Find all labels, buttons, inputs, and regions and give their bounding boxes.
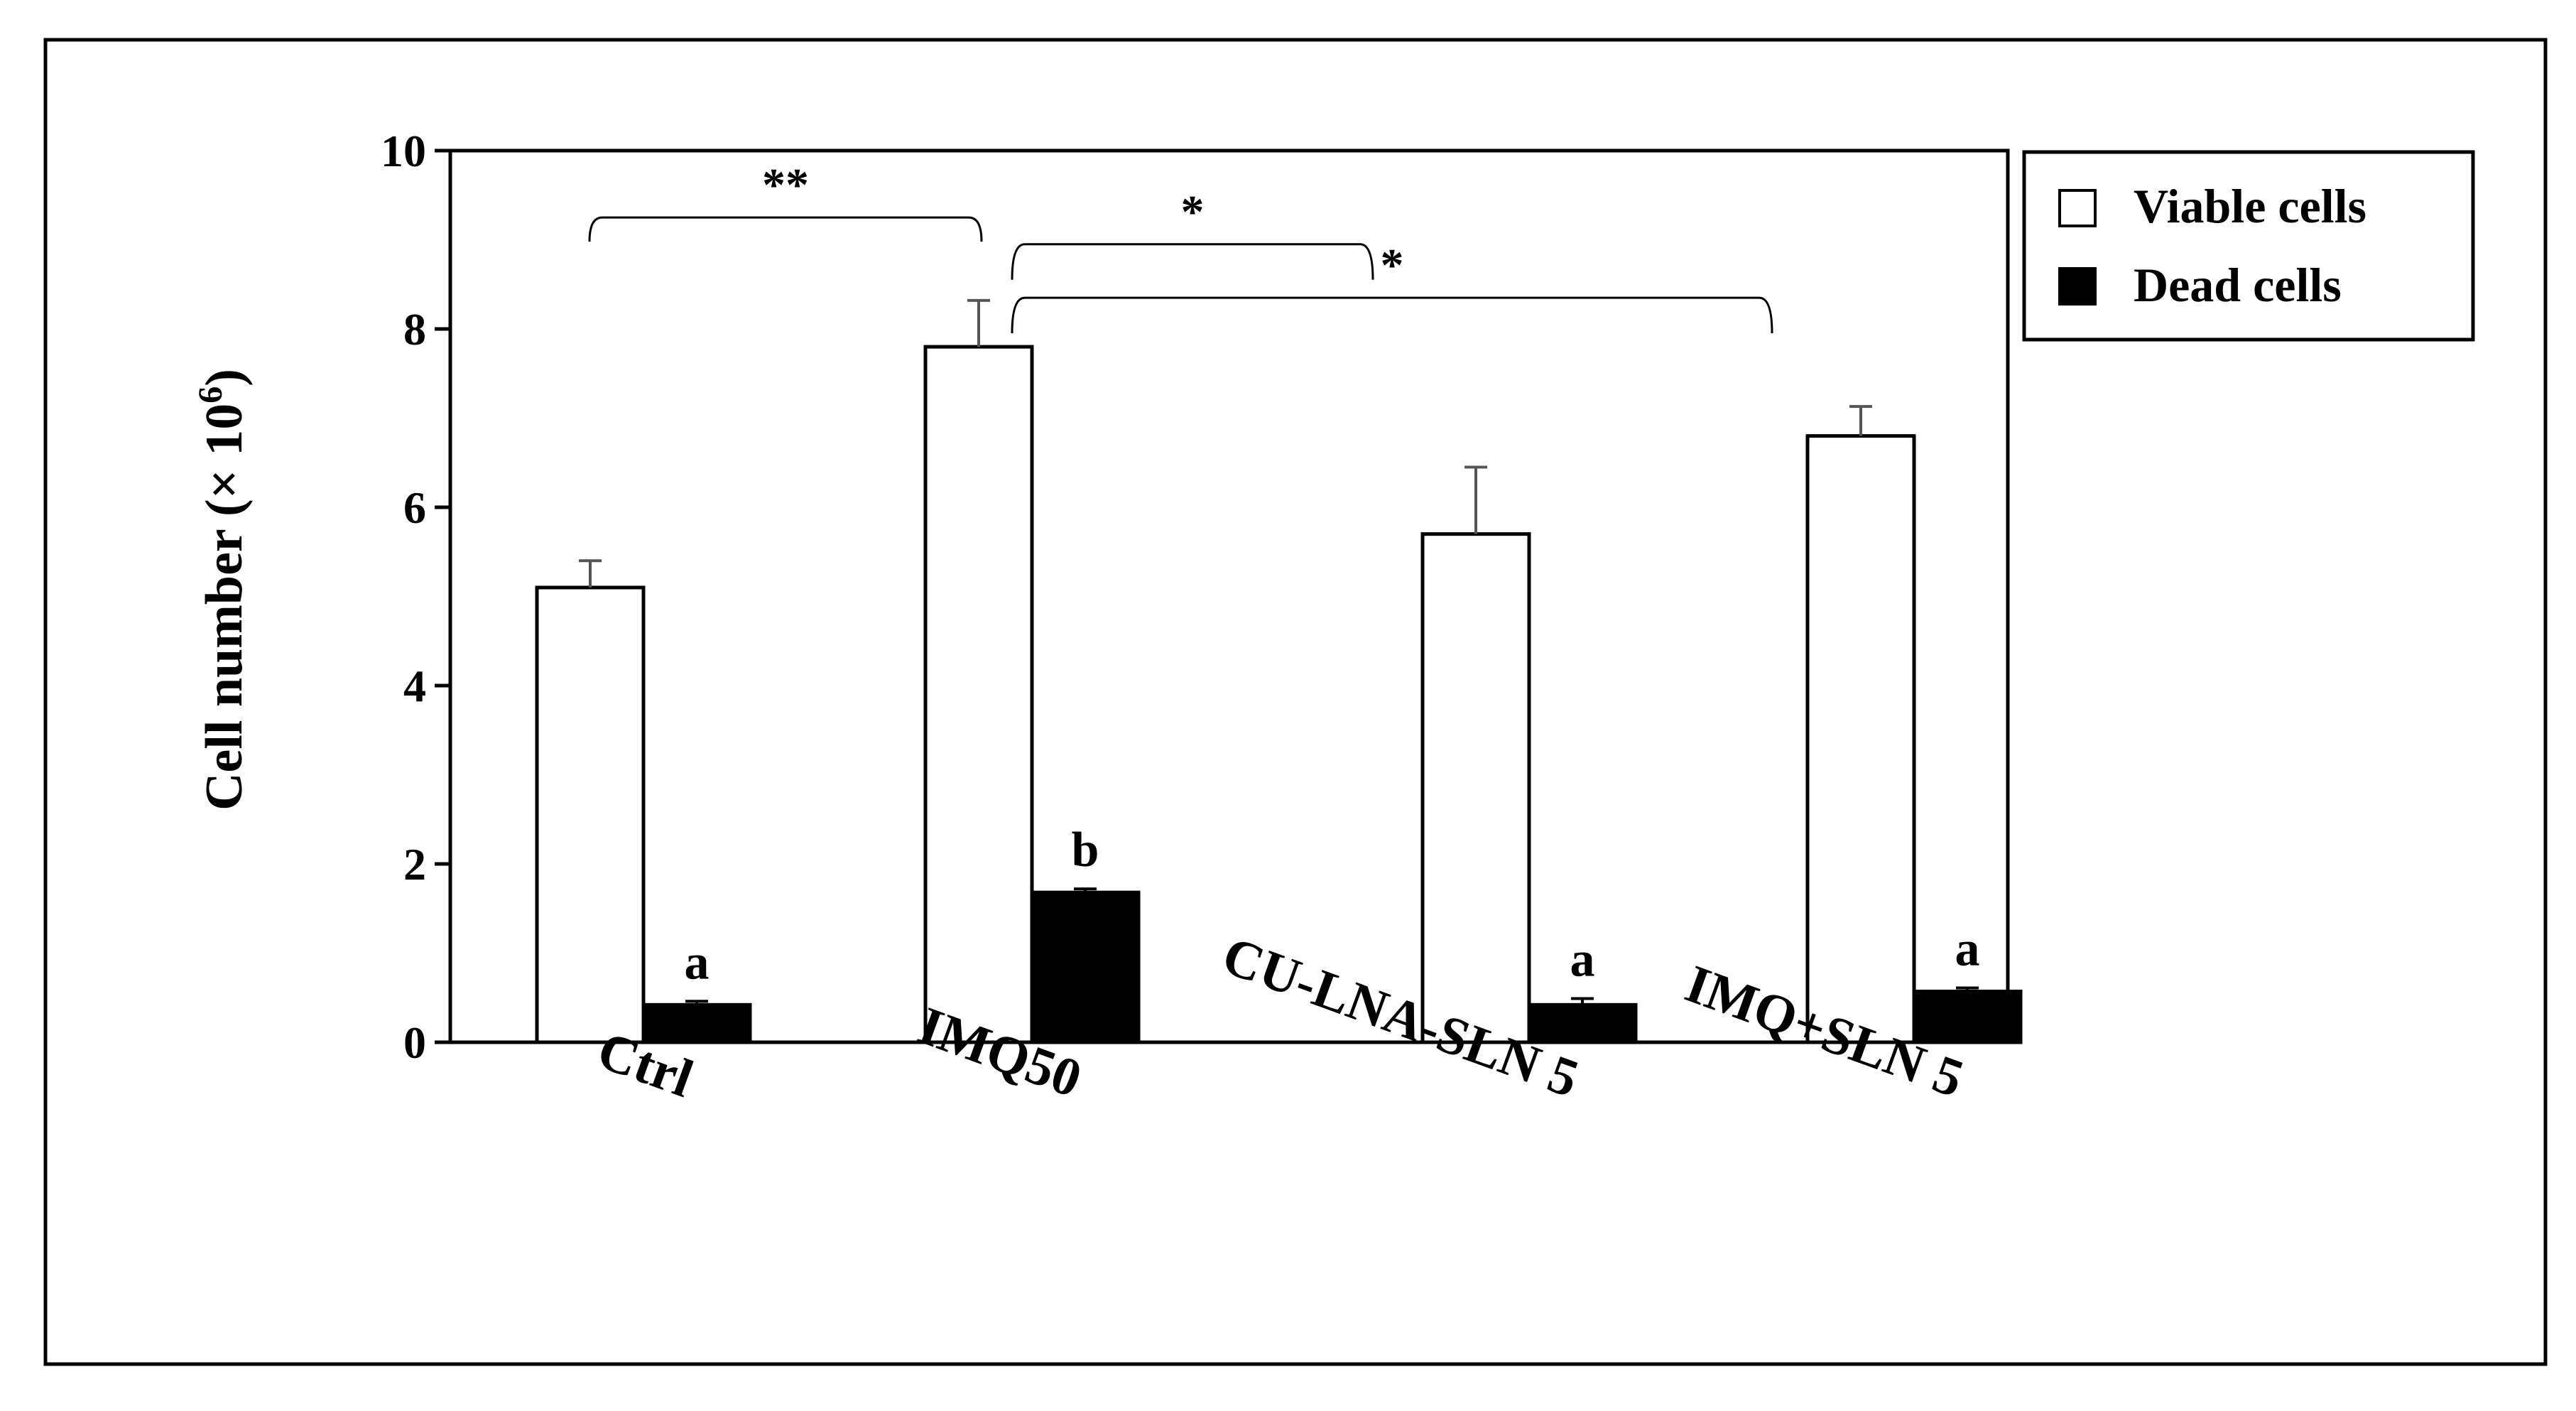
bar-dead-cells [1527,1002,1638,1044]
bars-group: a b a a [535,298,2023,1044]
significance-bracket [1011,296,1773,334]
significance-bracket [1011,243,1374,280]
significance-asterisk-label: * [1181,186,1205,238]
bar-viable-cells [1805,434,1916,1044]
y-tick-label: 10 [381,126,426,176]
y-axis-title-main: Cell number (× 10 [195,404,254,811]
bar-dead-cells [1030,890,1141,1044]
bar-viable-cells [1420,532,1531,1044]
y-tick-label: 6 [403,482,426,533]
significance-letter-label: a [685,935,710,990]
significance-asterisk-label: ** [762,159,809,211]
y-tick-label: 4 [403,661,426,711]
y-axis: 0 2 4 6 8 10 [381,126,450,1068]
bar-dead-cells [641,1002,752,1044]
y-axis-title: Cell number (× 106) [192,369,254,811]
legend-swatch-viable [2058,189,2097,227]
legend-label-dead: Dead cells [2134,258,2342,312]
significance-letter-label: b [1072,823,1099,877]
y-tick-label: 0 [403,1017,426,1068]
y-axis-title-suffix: ) [195,369,254,386]
significance-letter-label: a [1570,933,1595,988]
legend-label-viable: Viable cells [2134,179,2366,233]
legend-swatch-dead [2058,267,2097,306]
y-tick-label: 2 [403,839,426,890]
bar-dead-cells [1912,989,2023,1044]
plot-frame [448,148,2010,1044]
outer-frame [43,38,2548,1366]
y-tick-label: 8 [403,304,426,355]
legend-box [2022,150,2475,342]
bar-viable-cells [535,585,646,1044]
significance-bracket [588,216,983,242]
legend: Viable cells Dead cells [2022,150,2475,342]
bar-viable-cells [923,345,1034,1044]
significance-asterisk-label: * [1381,239,1404,291]
significance-letter-label: a [1955,921,1980,976]
significance-brackets: **** [588,159,1773,334]
y-axis-title-exponent: 6 [192,386,229,404]
category-labels: Ctrl IMQ50 CU-LNA-SLN 5 IMQ+SLN 5 [590,925,1972,1109]
